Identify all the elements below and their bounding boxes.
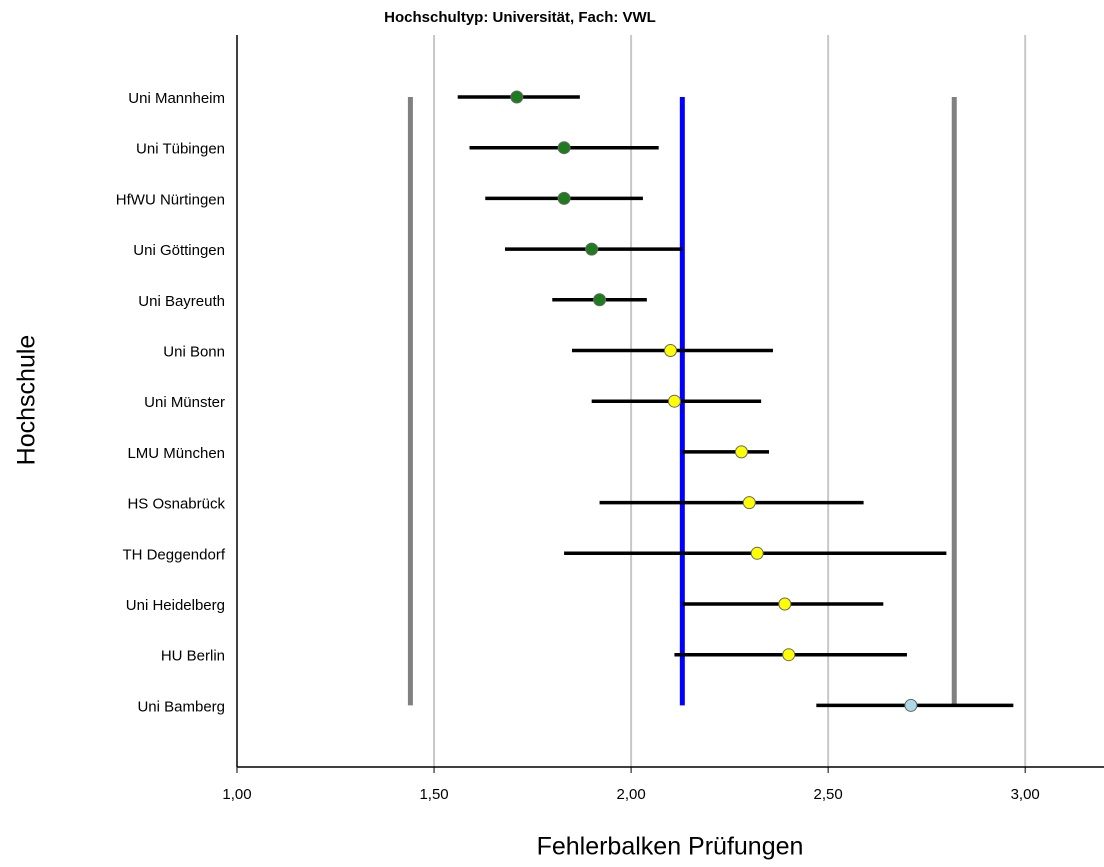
y-axis-label: Hochschule [13,335,41,466]
point [667,394,681,408]
y-tick-label: Uni Bamberg [137,698,225,715]
y-tick-label: HS Osnabrück [127,496,225,513]
x-tick-label: 2,50 [814,786,843,803]
point [557,141,571,155]
point [664,344,677,357]
y-tick-label: Uni Tübingen [136,141,225,158]
point [782,648,796,662]
x-tick-label: 3,00 [1011,786,1040,803]
y-tick-label: TH Deggendorf [122,546,225,563]
point [742,496,756,510]
y-tick-label: HfWU Nürtingen [116,191,225,208]
y-tick-label: Uni Mannheim [128,90,225,107]
point [593,293,607,307]
point [510,90,524,104]
point [557,191,571,205]
x-axis-label: Fehlerbalken Prüfungen [537,833,804,861]
chart-title: Hochschultyp: Universität, Fach: VWL [384,9,656,26]
x-tick-label: 1,50 [419,786,448,803]
y-tick-label: Uni Göttingen [133,242,225,259]
y-tick-label: Uni Heidelberg [126,597,225,614]
point [778,597,792,611]
x-tick-label: 2,00 [616,786,645,803]
y-tick-label: Uni Münster [144,394,225,411]
x-tick-label: 1,00 [222,786,251,803]
y-tick-label: LMU München [127,445,225,462]
point [904,698,918,712]
point [750,546,764,560]
point [734,445,748,459]
point [585,242,599,256]
y-tick-label: HU Berlin [161,648,225,665]
y-tick-label: Uni Bayreuth [138,293,225,310]
y-tick-label: Uni Bonn [163,343,225,360]
